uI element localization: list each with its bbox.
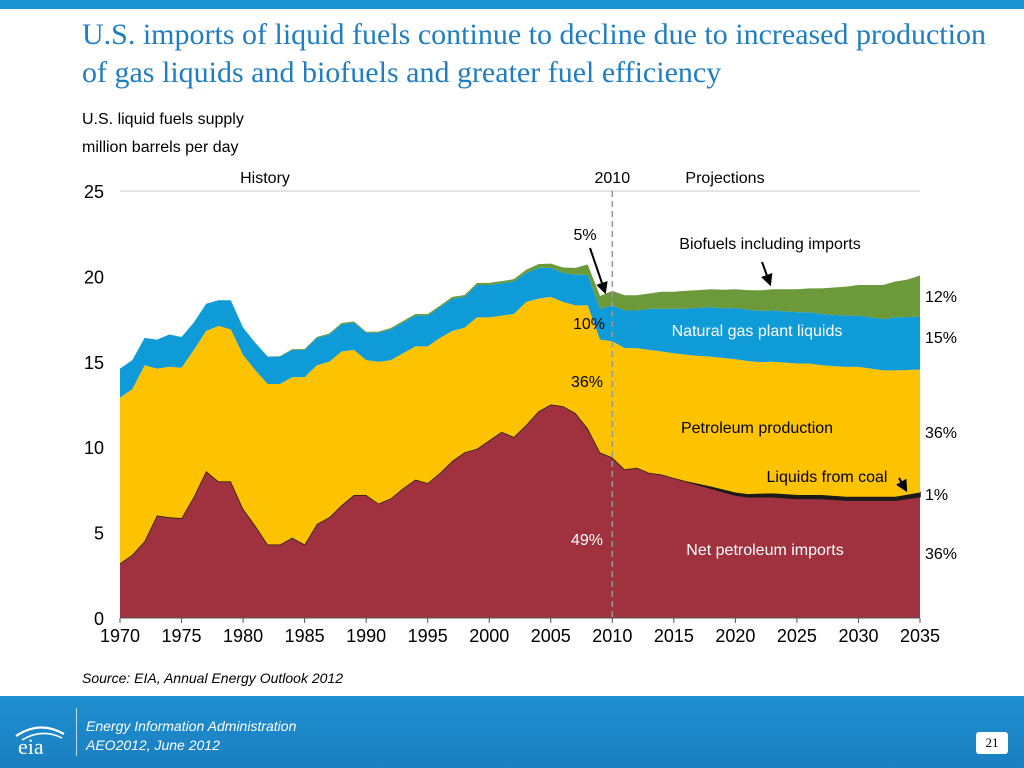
projections-label: Projections xyxy=(685,170,764,187)
y-tick-label: 0 xyxy=(94,609,104,629)
x-tick-label: 1980 xyxy=(223,626,263,646)
area-natural-gas-plant-liquids xyxy=(120,267,920,398)
chart-units: million barrels per day xyxy=(82,139,239,156)
divider-2010-label: 2010 xyxy=(595,170,631,187)
x-tick-label: 2010 xyxy=(592,626,632,646)
x-tick-label: 2020 xyxy=(715,626,755,646)
x-tick-label: 2035 xyxy=(900,626,940,646)
x-tick-label: 2000 xyxy=(469,626,509,646)
share-2010-biofuels: 5% xyxy=(573,227,596,244)
history-label: History xyxy=(240,170,290,187)
area-biofuels xyxy=(120,263,920,369)
share-2010-imports: 49% xyxy=(571,532,603,549)
share-2035-imports: 36% xyxy=(925,546,957,563)
label-liquids-from-coal: Liquids from coal xyxy=(767,469,888,486)
area-net-petroleum-imports xyxy=(120,404,920,618)
footer-bar: eia Energy Information Administration AE… xyxy=(0,696,1024,768)
logo-text: eia xyxy=(18,734,44,756)
top-accent-bar xyxy=(0,0,1024,9)
slide-title: U.S. imports of liquid fuels continue to… xyxy=(82,18,986,89)
arrow-biofuels-projection xyxy=(761,261,773,287)
x-tick-label: 2030 xyxy=(838,626,878,646)
x-tick-label: 1970 xyxy=(100,626,140,646)
arrow-liquids-from-coal xyxy=(895,477,908,493)
y-tick-label: 15 xyxy=(84,353,104,373)
share-2035-biofuels: 12% xyxy=(925,289,957,306)
page-number: 21 xyxy=(976,732,1008,754)
x-tick-label: 1990 xyxy=(346,626,386,646)
label-natural-gas-plant-liquids: Natural gas plant liquids xyxy=(672,323,843,340)
share-2035-petroleum: 36% xyxy=(925,425,957,442)
chart-subtitle-line1: U.S. liquid fuels supply xyxy=(82,111,244,128)
y-tick-label: 20 xyxy=(84,267,104,287)
label-net-petroleum-imports: Net petroleum imports xyxy=(686,542,843,559)
area-petroleum-production xyxy=(120,296,920,564)
arrow-biofuels-2010 xyxy=(589,247,608,295)
x-tick-label: 1985 xyxy=(285,626,325,646)
x-tick-label: 1995 xyxy=(408,626,448,646)
eia-logo: eia xyxy=(15,726,65,756)
footer-divider xyxy=(76,708,77,756)
label-petroleum-production: Petroleum production xyxy=(681,420,833,437)
x-tick-label: 1975 xyxy=(162,626,202,646)
x-tick-label: 2005 xyxy=(531,626,571,646)
stacked-area-chart: 1970 1975 1980 1985 1990 1995 2000 2005 2010 2015… xyxy=(84,170,957,646)
share-2010-petroleum: 36% xyxy=(571,374,603,391)
footer-report-date: AEO2012, June 2012 xyxy=(86,737,220,753)
y-tick-label: 5 xyxy=(94,524,104,544)
footer-agency-name: Energy Information Administration xyxy=(86,718,297,734)
source-note: Source: EIA, Annual Energy Outlook 2012 xyxy=(82,670,343,686)
footer-agency: Energy Information Administration AEO201… xyxy=(86,717,296,755)
y-tick-label: 10 xyxy=(84,438,104,458)
share-2035-ngpl: 15% xyxy=(925,330,957,347)
x-tick-label: 2025 xyxy=(777,626,817,646)
share-2035-coal: 1% xyxy=(925,487,948,504)
label-biofuels: Biofuels including imports xyxy=(679,236,860,253)
y-tick-label: 25 xyxy=(84,182,104,202)
share-2010-ngpl: 10% xyxy=(573,316,605,333)
chart-subtitle: U.S. liquid fuels supply million barrels… xyxy=(82,106,244,162)
x-tick-label: 2015 xyxy=(654,626,694,646)
